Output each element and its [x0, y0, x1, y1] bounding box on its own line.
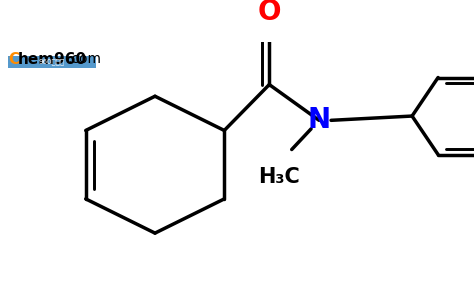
- Text: O: O: [257, 0, 281, 26]
- Text: H₃C: H₃C: [258, 167, 300, 187]
- Text: N: N: [308, 106, 331, 134]
- Text: hem960: hem960: [18, 52, 87, 67]
- Text: .com: .com: [68, 52, 102, 66]
- FancyBboxPatch shape: [8, 56, 96, 68]
- Text: 960化工网: 960化工网: [39, 59, 65, 65]
- Text: C: C: [8, 52, 19, 67]
